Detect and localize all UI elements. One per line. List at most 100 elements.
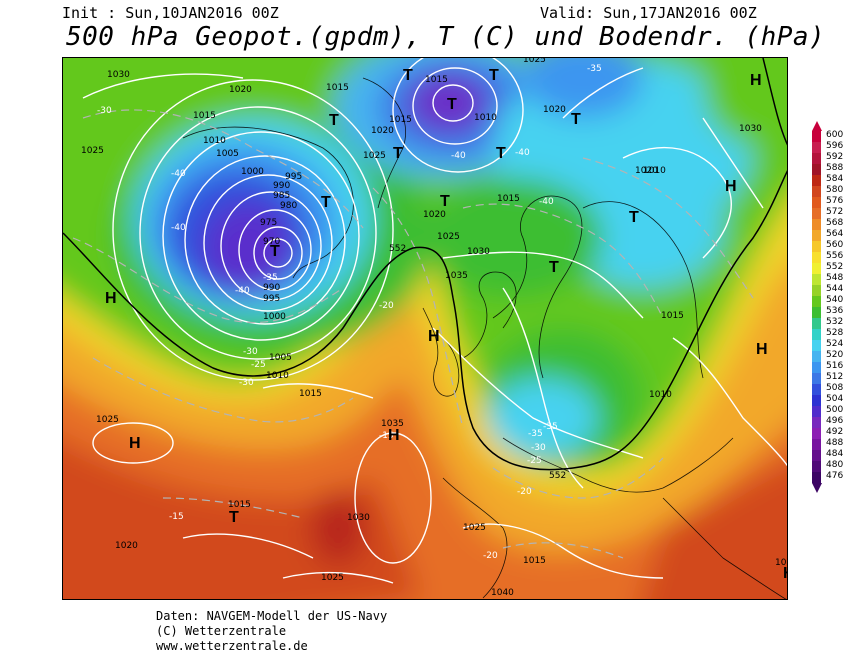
legend-level-label: 480: [826, 460, 844, 470]
legend-level-label: 532: [826, 317, 844, 327]
legend-entry: 504: [812, 394, 850, 406]
temp-label: -35: [587, 64, 602, 74]
copyright-credit: (C) Wetterzentrale: [156, 624, 287, 638]
pressure-label: 1010: [643, 166, 666, 176]
pressure-label: 1000: [263, 312, 286, 322]
init-time-label: Init : Sun,10JAN2016 00Z: [62, 4, 279, 22]
legend-swatch: [812, 252, 821, 263]
legend-swatch: [812, 450, 821, 461]
legend-level-label: 592: [826, 152, 844, 162]
pressure-label: 1030: [347, 513, 370, 523]
legend-swatch: [812, 406, 821, 417]
pressure-label: 975: [260, 218, 277, 228]
legend-entry: 560: [812, 240, 850, 252]
legend-entry: 588: [812, 163, 850, 175]
legend-level-label: 520: [826, 350, 844, 360]
legend-level-label: 564: [826, 229, 844, 239]
color-scale-legend: 600 596 592 588 584 580 576 572 568 564 560 556 552 5…: [812, 121, 850, 531]
temp-label: -40: [539, 197, 554, 207]
legend-swatch: [812, 241, 821, 252]
legend-entry: 512: [812, 372, 850, 384]
legend-swatch: [812, 186, 821, 197]
legend-entry: 564: [812, 229, 850, 241]
pressure-labels: 1030 1020 1015 1010 1005 1000 995 990 98…: [81, 58, 787, 598]
legend-entry: 492: [812, 427, 850, 439]
legend-entry: 500: [812, 405, 850, 417]
website-link[interactable]: www.wetterzentrale.de: [156, 639, 308, 653]
legend-level-label: 528: [826, 328, 844, 338]
legend-entry: 596: [812, 141, 850, 153]
high-pressure-marker: H: [388, 427, 400, 444]
high-pressure-marker: H: [129, 435, 141, 452]
pressure-label: 1020: [543, 105, 566, 115]
gpdm-label: 552: [389, 244, 406, 254]
legend-level-label: 556: [826, 251, 844, 261]
data-source-credit: Daten: NAVGEM-Modell der US-Navy: [156, 609, 388, 623]
pressure-label: 1025: [321, 573, 344, 583]
legend-swatch: [812, 428, 821, 439]
pressure-label: 1035: [381, 419, 404, 429]
legend-swatch: [812, 285, 821, 296]
legend-entry: 580: [812, 185, 850, 197]
high-pressure-marker: H: [756, 341, 768, 358]
legend-level-label: 600: [826, 130, 844, 140]
low-pressure-marker: T: [270, 243, 280, 260]
pressure-label: 1025: [463, 523, 486, 533]
legend-swatch: [812, 351, 821, 362]
legend-entry: 584: [812, 174, 850, 186]
low-pressure-marker: T: [403, 67, 413, 84]
temp-label: -40: [235, 286, 250, 296]
legend-entry: 600: [812, 130, 850, 142]
legend-level-label: 552: [826, 262, 844, 272]
legend-swatch: [812, 472, 821, 483]
legend-level-label: 512: [826, 372, 844, 382]
legend-swatch: [812, 384, 821, 395]
temp-label: -30: [243, 347, 258, 357]
pressure-label: 1025: [523, 58, 546, 65]
legend-level-label: 508: [826, 383, 844, 393]
temp-label: -35: [543, 422, 558, 432]
legend-swatch: [812, 318, 821, 329]
gpdm-labels: 552 552: [389, 244, 566, 481]
legend-level-label: 476: [826, 471, 844, 481]
legend-swatch: [812, 329, 821, 340]
low-pressure-marker: T: [329, 112, 339, 129]
pressure-label: 1020: [423, 210, 446, 220]
pressure-label: 1025: [363, 151, 386, 161]
legend-level-label: 488: [826, 438, 844, 448]
legend-entry: 508: [812, 383, 850, 395]
low-pressure-marker: T: [489, 67, 499, 84]
legend-entry: 544: [812, 284, 850, 296]
pressure-label: 1035: [445, 271, 468, 281]
temp-label: -40: [451, 151, 466, 161]
temp-label: -30: [239, 378, 254, 388]
legend-level-label: 544: [826, 284, 844, 294]
high-pressure-marker: H: [725, 178, 737, 195]
pressure-label: 1015: [193, 111, 216, 121]
low-pressure-marker: T: [496, 145, 506, 162]
chart-title: 500 hPa Geopot.(gpdm), T (C) und Bodendr…: [66, 22, 826, 52]
legend-level-label: 548: [826, 273, 844, 283]
pressure-label: 1015: [389, 115, 412, 125]
legend-entry: 488: [812, 438, 850, 450]
legend-swatch: [812, 274, 821, 285]
low-pressure-marker: T: [549, 259, 559, 276]
legend-swatch: [812, 197, 821, 208]
temp-label: -40: [515, 148, 530, 158]
legend-entry: 516: [812, 361, 850, 373]
legend-swatch: [812, 219, 821, 230]
low-pressure-marker: T: [571, 111, 581, 128]
legend-level-label: 596: [826, 141, 844, 151]
legend-level-label: 504: [826, 394, 844, 404]
temp-label: -40: [171, 223, 186, 233]
legend-entry: 484: [812, 449, 850, 461]
temp-label: -20: [379, 301, 394, 311]
legend-entry: 540: [812, 295, 850, 307]
temp-label: -30: [531, 443, 546, 453]
legend-swatch: [812, 417, 821, 428]
legend-swatch: [812, 373, 821, 384]
high-pressure-marker: H: [750, 72, 762, 89]
legend-swatch: [812, 164, 821, 175]
legend-level-label: 572: [826, 207, 844, 217]
pressure-centers: H H H H H H H H T T T T T T T T T T T T …: [105, 67, 787, 582]
